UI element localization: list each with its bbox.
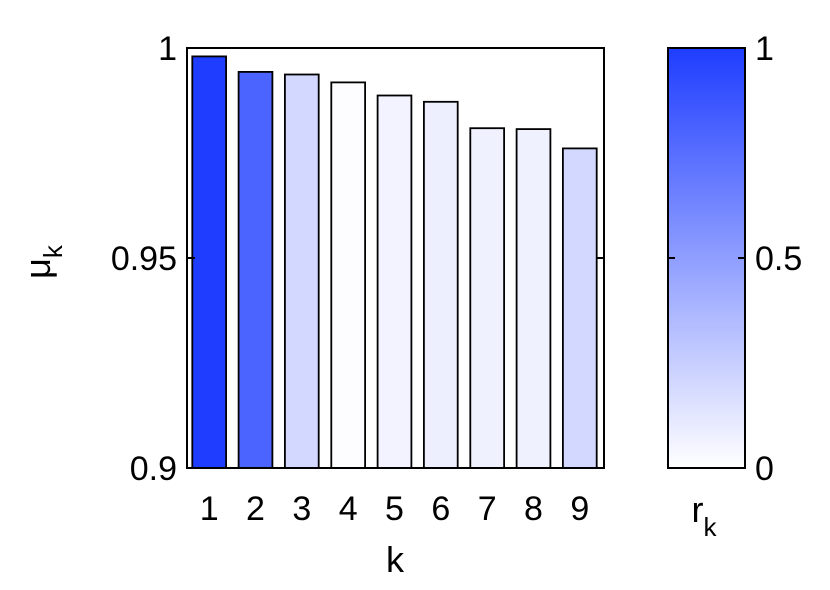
x-tick-label-2: 2 bbox=[246, 490, 265, 528]
bar-3 bbox=[283, 73, 320, 469]
bar-series bbox=[191, 55, 598, 469]
y-axis-label-sub: k bbox=[38, 244, 68, 258]
x-tick-label-4: 4 bbox=[339, 490, 358, 528]
bar-7 bbox=[469, 127, 505, 469]
x-tick-label-5: 5 bbox=[385, 490, 404, 528]
x-tick-label-9: 9 bbox=[570, 490, 589, 528]
colorbar-label: rk bbox=[692, 489, 718, 542]
x-tick-label-6: 6 bbox=[431, 490, 450, 528]
y-axis-label: μk bbox=[17, 244, 68, 279]
y-tick-label: 0.95 bbox=[111, 240, 177, 278]
bar-9 bbox=[562, 147, 598, 469]
x-tick-label-1: 1 bbox=[200, 490, 219, 528]
x-tick-label-8: 8 bbox=[524, 490, 543, 528]
bar-8 bbox=[515, 128, 552, 469]
bar-1 bbox=[191, 55, 228, 469]
colorbar-tick-label: 0.5 bbox=[755, 240, 802, 278]
bar-6 bbox=[422, 100, 459, 469]
colorbar-axis: 00.51 bbox=[668, 30, 802, 488]
y-tick-label: 0.9 bbox=[130, 450, 177, 488]
colorbar-tick-label: 0 bbox=[755, 450, 774, 488]
x-tick-label-3: 3 bbox=[292, 490, 311, 528]
bar-5 bbox=[376, 94, 413, 469]
bar-4 bbox=[330, 81, 366, 469]
x-tick-label-7: 7 bbox=[478, 490, 497, 528]
colorbar-tick-label: 1 bbox=[755, 30, 774, 68]
x-axis-label: k bbox=[386, 539, 405, 580]
svg-text:μk: μk bbox=[17, 244, 68, 279]
colorbar bbox=[667, 47, 746, 469]
colorbar-label-main: r bbox=[692, 489, 704, 530]
y-tick-label: 1 bbox=[158, 30, 177, 68]
bar-2 bbox=[237, 71, 274, 469]
y-axis: 0.9 0.95 1 bbox=[111, 30, 604, 488]
colorbar-label-sub: k bbox=[704, 512, 718, 542]
y-axis-label-main: μ bbox=[17, 258, 58, 279]
